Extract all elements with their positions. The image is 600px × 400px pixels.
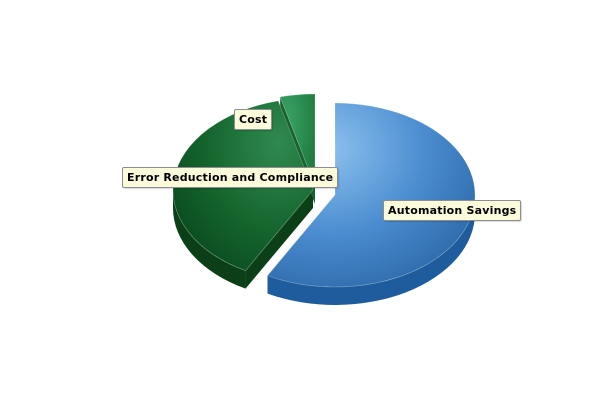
pie-label-automation-savings: Automation Savings [383,200,522,221]
pie-slice-cost[interactable] [279,93,316,187]
pie-slice-side-error-reduction-and-compliance-0 [245,190,313,289]
pie-slice-rim-automation-savings [267,195,475,305]
pie-label-error-reduction-and-compliance: Error Reduction and Compliance [122,167,339,188]
pie-label-cost: Cost [234,109,273,130]
pie-slice-rim-error-reduction-and-compliance [173,190,246,289]
